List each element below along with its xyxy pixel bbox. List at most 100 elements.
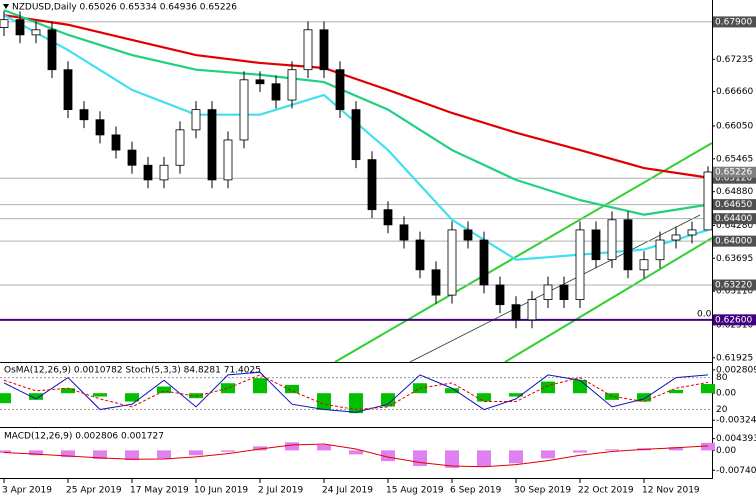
histogram-bar bbox=[0, 393, 11, 404]
y-tick-label: 0.00 bbox=[716, 446, 736, 456]
level-box: 0.64000 bbox=[713, 235, 756, 247]
x-tick-label: 15 Aug 2019 bbox=[386, 486, 444, 496]
current-price-label: 0.65226 bbox=[715, 168, 752, 178]
histogram-bar bbox=[669, 389, 683, 394]
y2-tick-label: 20 bbox=[716, 405, 728, 415]
x-tick-label: 6 Sep 2019 bbox=[450, 486, 502, 496]
level-box: 0.64400 bbox=[713, 213, 756, 225]
histogram-bar bbox=[29, 450, 43, 456]
y-tick-label: 0.61925 bbox=[716, 353, 753, 363]
histogram-bar bbox=[349, 450, 363, 455]
y-tick-label: 0.62510 bbox=[716, 320, 753, 330]
candle-body bbox=[463, 229, 473, 241]
candle-body bbox=[255, 79, 265, 85]
candle-body bbox=[655, 239, 665, 261]
histogram-bar bbox=[253, 446, 267, 451]
candle-body bbox=[287, 69, 297, 101]
level-label: 0.62600 bbox=[715, 315, 752, 325]
candle-body bbox=[223, 139, 233, 181]
candle-body bbox=[175, 129, 185, 166]
histogram-bar bbox=[477, 393, 491, 402]
level-box-bg bbox=[713, 199, 756, 211]
histogram-bar bbox=[381, 393, 395, 407]
candle-body bbox=[671, 234, 681, 241]
trend-line bbox=[409, 214, 701, 363]
x-tick-label: 12 Nov 2019 bbox=[642, 486, 700, 496]
current-price-bg bbox=[713, 166, 756, 178]
symbol-icon bbox=[3, 4, 9, 9]
histogram-bar bbox=[509, 450, 523, 464]
y-tick-label: 0.64880 bbox=[716, 187, 753, 197]
level-label: 0.64000 bbox=[715, 237, 752, 247]
channel-lines bbox=[334, 142, 713, 363]
candle-body bbox=[79, 109, 89, 121]
x-tick-label: 25 Apr 2019 bbox=[66, 486, 122, 496]
histogram-bar bbox=[157, 450, 171, 459]
level-box: 0.65120 bbox=[713, 172, 756, 184]
histogram-bar bbox=[605, 449, 619, 451]
level-label: 0.64400 bbox=[715, 214, 752, 224]
y-tick-label: 0.66660 bbox=[716, 87, 753, 97]
y-tick-label: 0.67235 bbox=[716, 55, 753, 65]
candle-body bbox=[111, 134, 121, 151]
candle-body bbox=[383, 209, 393, 226]
y2-tick-label: 80 bbox=[716, 373, 728, 383]
candle-body bbox=[191, 109, 201, 131]
candle-body bbox=[351, 109, 361, 161]
histogram-bar bbox=[701, 442, 715, 451]
histogram-bar bbox=[93, 450, 107, 459]
level-box: 0.64650 bbox=[713, 199, 756, 211]
histogram-bar bbox=[541, 450, 555, 459]
candle-body bbox=[47, 29, 57, 71]
histogram-bar bbox=[317, 445, 331, 451]
histogram-bar bbox=[61, 450, 75, 458]
candle-body bbox=[415, 239, 425, 271]
candle-body bbox=[399, 224, 409, 241]
candle-body bbox=[607, 219, 617, 261]
histogram-bar bbox=[381, 450, 395, 462]
panel-title: MACD(12,26,9) 0.002806 0.001727 bbox=[4, 432, 164, 442]
histogram-bar bbox=[637, 393, 651, 402]
histogram-bar bbox=[701, 384, 715, 394]
level-box: 0.63220 bbox=[713, 279, 756, 291]
level-box-bg bbox=[713, 314, 756, 326]
histogram-bar bbox=[125, 450, 139, 461]
candle-body bbox=[31, 29, 41, 36]
candle-body bbox=[207, 109, 217, 181]
histogram-bar bbox=[29, 393, 43, 400]
indicator-line bbox=[3, 371, 709, 413]
candle-body bbox=[367, 159, 377, 211]
candle-body bbox=[559, 284, 569, 301]
candle-body bbox=[63, 69, 73, 111]
level-label: 0.65120 bbox=[715, 174, 752, 184]
candle-body bbox=[639, 259, 649, 271]
candle-body bbox=[575, 229, 585, 301]
x-tick-label: 2 Jul 2019 bbox=[258, 486, 303, 496]
histogram-bar bbox=[189, 393, 203, 399]
y-tick-label: 0.004393 bbox=[716, 434, 756, 444]
x-tick-label: 22 Oct 2019 bbox=[578, 486, 634, 496]
moving-average bbox=[3, 9, 709, 216]
moving-average bbox=[3, 14, 709, 179]
candle-body bbox=[479, 239, 489, 286]
candle-body bbox=[495, 284, 505, 306]
histogram-bar bbox=[509, 393, 523, 397]
histogram-bar bbox=[445, 450, 459, 468]
histogram-bar bbox=[0, 450, 11, 454]
current-price-box: 0.65226 bbox=[713, 166, 756, 178]
y-tick-label: 0.66050 bbox=[716, 121, 753, 131]
channel-upper bbox=[334, 142, 713, 363]
candle-body bbox=[95, 119, 105, 136]
x-tick-label: 24 Jul 2019 bbox=[322, 486, 373, 496]
histogram-bar bbox=[221, 383, 235, 394]
histogram-bar bbox=[221, 450, 235, 452]
candle-body bbox=[591, 229, 601, 261]
candle-body bbox=[527, 299, 537, 321]
histogram-bar bbox=[477, 450, 491, 467]
y-tick-label: -0.007404 bbox=[716, 466, 756, 476]
channel-lower bbox=[504, 237, 713, 363]
histogram-bar bbox=[573, 450, 587, 453]
candle-body bbox=[447, 229, 457, 296]
x-tick-label: 3 Apr 2019 bbox=[2, 486, 52, 496]
